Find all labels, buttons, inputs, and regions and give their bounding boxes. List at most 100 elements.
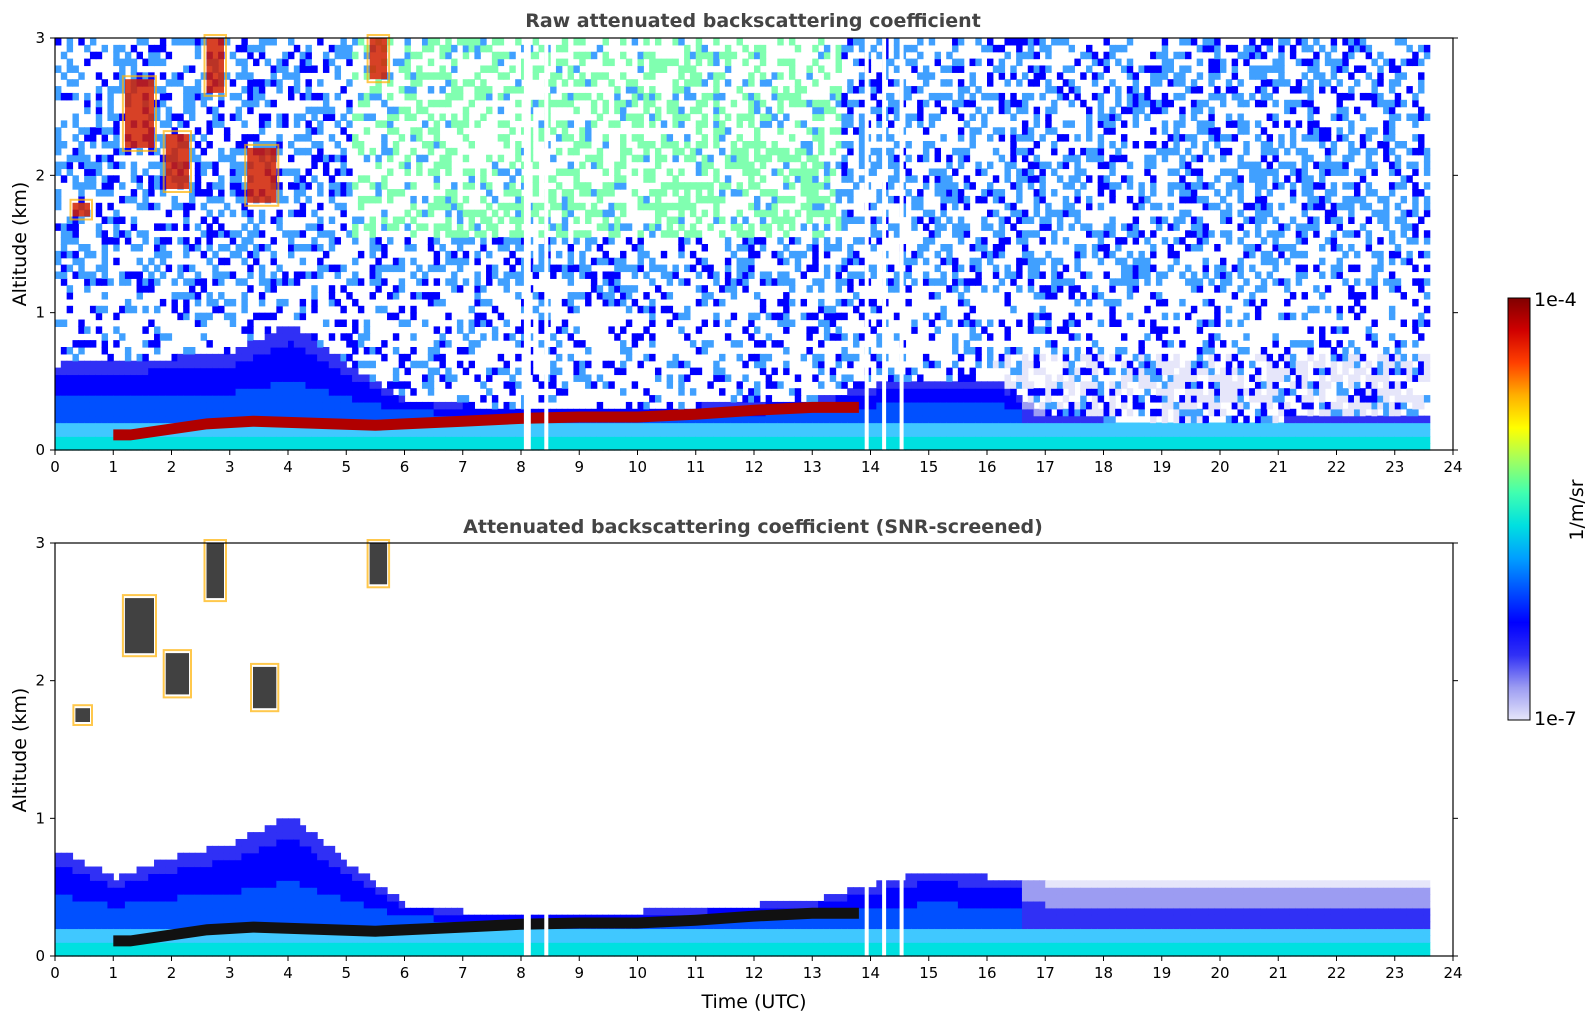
heatmap-cell — [218, 395, 225, 403]
heatmap-cell — [509, 237, 516, 245]
heatmap-cell — [975, 408, 982, 417]
heatmap-cell — [695, 72, 703, 80]
heatmap-cell — [404, 106, 411, 115]
heatmap-cell — [555, 99, 563, 108]
heatmap-cell — [433, 99, 441, 108]
heatmap-cell — [538, 312, 545, 321]
heatmap-cell — [573, 38, 580, 46]
heatmap-cell — [748, 175, 755, 183]
heatmap-cell — [497, 443, 505, 451]
heatmap-cell — [620, 161, 627, 170]
heatmap-cell — [678, 443, 685, 451]
heatmap-cell — [707, 223, 714, 231]
heatmap-cell — [200, 401, 208, 410]
heatmap-cell — [95, 106, 103, 115]
heatmap-cell — [695, 189, 703, 197]
heatmap-cell — [66, 161, 74, 170]
heatmap-cell — [754, 209, 761, 218]
heatmap-cell — [666, 374, 674, 382]
heatmap-cell — [392, 374, 400, 382]
heatmap-cell — [258, 381, 266, 389]
heatmap-cell — [754, 154, 761, 163]
heatmap-cell — [876, 161, 883, 170]
heatmap-cell — [154, 347, 161, 355]
heatmap-cell — [748, 230, 755, 238]
heatmap-cell — [369, 182, 376, 190]
heatmap-cell — [241, 44, 248, 53]
heatmap-cell — [701, 319, 708, 327]
heatmap-cell — [835, 278, 842, 286]
heatmap-cell — [620, 429, 627, 437]
heatmap-cell — [503, 367, 510, 376]
heatmap-cell — [124, 408, 132, 417]
heatmap-cell — [276, 408, 283, 417]
heatmap-cell — [113, 127, 120, 135]
heatmap-cell — [95, 415, 103, 424]
heatmap-cell — [748, 113, 755, 121]
heatmap-cell — [765, 209, 773, 218]
heatmap-cell — [305, 79, 312, 87]
heatmap-cell — [369, 278, 376, 286]
heatmap-cell — [229, 79, 237, 87]
heatmap-cell — [497, 422, 505, 430]
heatmap-cell — [585, 381, 592, 389]
heatmap-cell — [305, 244, 312, 252]
heatmap-cell — [701, 257, 708, 266]
heatmap-cell — [724, 161, 732, 170]
heatmap-cell — [317, 367, 324, 376]
heatmap-cell — [672, 182, 679, 190]
heatmap-cell — [66, 436, 74, 444]
heatmap-cell — [684, 154, 691, 163]
heatmap-cell — [497, 58, 505, 67]
heatmap-cell — [794, 422, 802, 430]
heatmap-cell — [934, 312, 941, 321]
heatmap-cell — [596, 92, 604, 101]
heatmap-cell — [637, 360, 644, 369]
heatmap-cell — [171, 298, 178, 307]
heatmap-cell — [503, 257, 510, 266]
heatmap-cell — [311, 408, 318, 417]
heatmap-cell — [736, 257, 743, 266]
heatmap-cell — [171, 408, 178, 417]
heatmap-cell — [561, 127, 569, 135]
heatmap-cell — [713, 141, 720, 149]
heatmap-cell — [992, 92, 1000, 101]
heatmap-cell — [229, 429, 237, 437]
heatmap-cell — [678, 86, 685, 94]
heatmap-cell — [328, 298, 336, 307]
heatmap-cell — [247, 367, 254, 376]
heatmap-cell — [317, 223, 324, 231]
heatmap-cell — [439, 374, 446, 382]
heatmap-cell — [1010, 436, 1017, 444]
heatmap-cell — [771, 367, 778, 376]
heatmap-cell — [835, 65, 842, 73]
heatmap-cell — [480, 429, 487, 437]
heatmap-cell — [206, 244, 213, 252]
heatmap-cell — [853, 395, 860, 403]
heatmap-cell — [509, 189, 516, 197]
heatmap-cell — [101, 395, 109, 403]
heatmap-cell — [427, 298, 435, 307]
heatmap-cell — [66, 415, 74, 424]
heatmap-cell — [759, 271, 767, 279]
heatmap-cell — [922, 141, 930, 149]
heatmap-cell — [124, 237, 132, 245]
heatmap-cell — [847, 189, 854, 197]
heatmap-cell — [625, 99, 633, 108]
heatmap-cell — [841, 381, 848, 389]
heatmap-cell — [258, 86, 266, 94]
heatmap-cell — [352, 340, 359, 348]
heatmap-cell — [235, 161, 242, 170]
heatmap-cell — [579, 79, 586, 87]
heatmap-cell — [969, 72, 976, 80]
heatmap-cell — [847, 422, 854, 430]
heatmap-cell — [95, 230, 103, 238]
heatmap-cell — [788, 92, 796, 101]
heatmap-cell — [876, 216, 883, 224]
heatmap-cell — [107, 175, 114, 183]
heatmap-cell — [497, 312, 505, 321]
heatmap-cell — [654, 285, 662, 293]
heatmap-cell — [60, 408, 68, 417]
heatmap-cell — [847, 250, 854, 259]
heatmap-cell — [922, 127, 930, 135]
